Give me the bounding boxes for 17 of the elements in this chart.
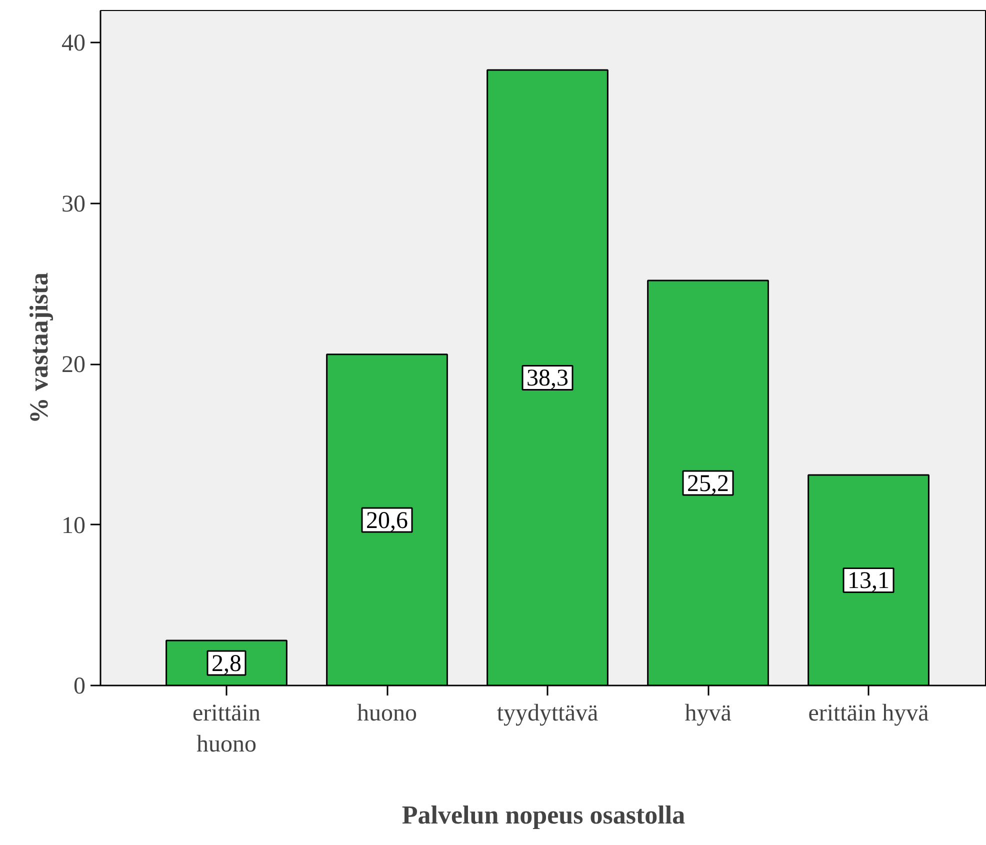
y-tick-label: 40 bbox=[62, 30, 86, 57]
x-tick-label: erittäin hyvä bbox=[808, 700, 930, 726]
data-label: 25,2 bbox=[687, 471, 730, 497]
data-label: 13,1 bbox=[848, 568, 890, 594]
data-label: 2,8 bbox=[212, 651, 242, 677]
data-label: 38,3 bbox=[526, 366, 569, 392]
data-label: 20,6 bbox=[366, 508, 408, 534]
y-tick-label: 30 bbox=[62, 191, 86, 218]
y-tick-label: 0 bbox=[74, 674, 86, 700]
y-tick-label: 10 bbox=[62, 512, 86, 539]
x-tick-label: erittäin huono bbox=[192, 700, 260, 758]
x-axis-title: Palvelun nopeus osastolla bbox=[402, 800, 686, 830]
x-tick-label: huono bbox=[357, 700, 418, 726]
x-tick-label: hyvä bbox=[684, 700, 732, 726]
y-axis-title: % vastaajista bbox=[24, 272, 54, 424]
y-tick-label: 20 bbox=[62, 352, 86, 378]
x-tick-label: tyydyttävä bbox=[496, 700, 599, 726]
